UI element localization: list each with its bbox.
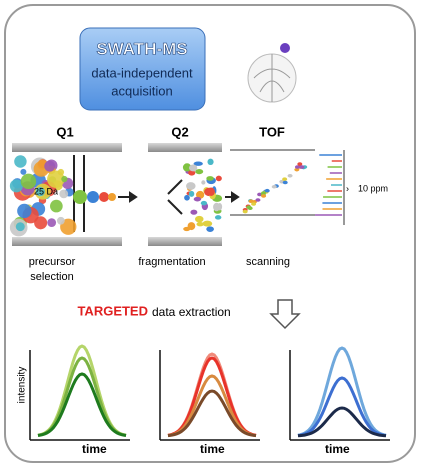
ion — [20, 168, 27, 175]
fragment — [206, 176, 214, 181]
ion — [61, 175, 68, 183]
ion — [44, 160, 56, 172]
fragment — [190, 209, 198, 215]
fragment — [196, 221, 204, 227]
stage-caption: scanning — [246, 256, 290, 268]
fragment — [184, 194, 190, 201]
stage-caption: selection — [30, 271, 73, 283]
fragment — [186, 182, 196, 190]
fragment — [196, 190, 205, 199]
ion — [56, 216, 65, 225]
quad-bar — [12, 237, 122, 246]
fragment — [195, 169, 204, 175]
peak — [37, 372, 127, 437]
accuracy-label: › — [346, 183, 349, 193]
stage-label: Q1 — [56, 124, 73, 139]
ion — [47, 218, 57, 227]
down-arrow — [269, 299, 301, 330]
fragment — [294, 167, 300, 172]
fragment — [193, 196, 202, 202]
title: SWATH-MS — [96, 39, 187, 58]
fragment — [299, 165, 305, 169]
accuracy-label: 10 ppm — [358, 183, 388, 193]
extraction-text: data extraction — [152, 305, 231, 319]
ion — [17, 203, 32, 219]
fragment — [264, 188, 270, 193]
fragment — [271, 184, 277, 189]
ion — [20, 173, 37, 190]
fragment — [248, 199, 254, 204]
peak — [297, 406, 387, 438]
peak — [167, 389, 257, 438]
ion — [34, 216, 48, 230]
stage-label: TOF — [259, 124, 285, 139]
extraction-emphasis: TARGETED — [77, 303, 148, 318]
quad-bar — [12, 143, 122, 152]
ion — [57, 168, 65, 176]
quad-bar — [148, 237, 222, 246]
fragment — [217, 203, 223, 211]
fragment — [297, 162, 303, 166]
fragment — [257, 192, 263, 197]
stage-caption: fragmentation — [138, 256, 205, 268]
title-box — [79, 27, 206, 111]
fragment — [201, 180, 206, 185]
ion — [73, 190, 87, 204]
ion — [15, 222, 25, 232]
fragment — [193, 161, 203, 166]
frame — [4, 4, 416, 463]
peak — [297, 346, 387, 437]
fragment — [242, 209, 248, 214]
ion — [108, 193, 116, 201]
fragment — [195, 215, 204, 223]
fragment — [287, 173, 293, 178]
ion — [35, 187, 45, 197]
fragment — [188, 170, 196, 176]
fragment — [207, 187, 215, 197]
x-axis-label: time — [82, 442, 107, 456]
subtitle: data-independent — [91, 65, 193, 80]
spectrum — [315, 150, 345, 225]
fragment — [246, 205, 252, 210]
fragment — [255, 198, 261, 202]
ions — [9, 155, 308, 237]
window-label: 25 Da — [34, 186, 58, 196]
subtitle: acquisition — [111, 83, 172, 98]
fragment — [188, 190, 195, 197]
ion — [50, 199, 63, 213]
ion — [59, 189, 69, 199]
plots — [29, 344, 390, 441]
fragment — [202, 220, 213, 227]
ion — [9, 179, 23, 193]
x-axis-label: time — [200, 442, 225, 456]
arrows — [118, 179, 240, 215]
ion — [99, 192, 109, 202]
fragment — [282, 180, 288, 185]
peak — [167, 356, 257, 437]
fragment — [215, 175, 222, 182]
stage-caption: precursor — [29, 256, 76, 268]
fragment — [214, 215, 222, 220]
fragment — [200, 200, 208, 206]
fragment — [206, 226, 214, 232]
stage-label: Q2 — [171, 124, 188, 139]
fragment — [188, 164, 198, 172]
peak — [297, 376, 387, 437]
ion — [87, 191, 99, 203]
fragment — [282, 177, 288, 181]
logo — [247, 43, 297, 103]
x-axis-label: time — [325, 442, 350, 456]
fragment — [294, 165, 300, 169]
ion — [14, 155, 27, 168]
fragment — [187, 222, 196, 231]
fragment — [261, 194, 267, 198]
quad-bar — [148, 143, 222, 152]
fragment — [207, 158, 214, 165]
fragment — [182, 163, 192, 172]
y-axis-label: intensity — [17, 367, 28, 404]
fragment — [251, 202, 257, 206]
